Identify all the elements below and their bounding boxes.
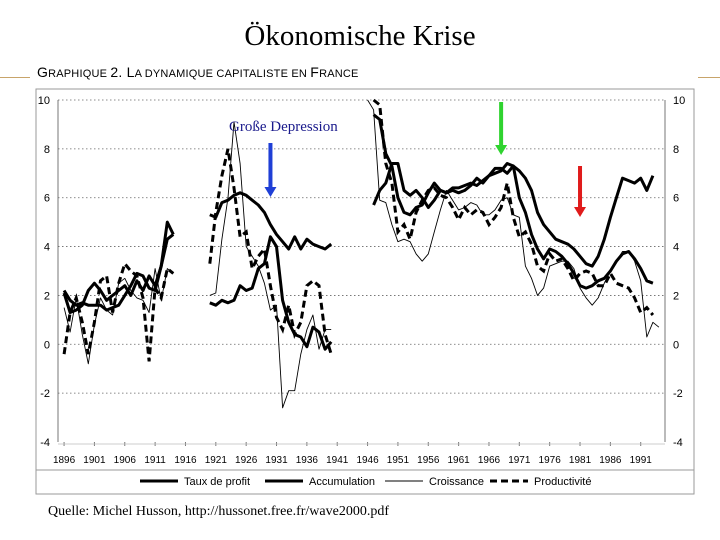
y-tick-label-left: 10 — [38, 95, 50, 107]
decorative-line-right — [698, 77, 720, 78]
legend-label: Productivité — [534, 476, 591, 488]
arrow-green — [495, 102, 508, 155]
y-tick-label-right: 2 — [673, 290, 679, 302]
y-tick-label-right: -2 — [673, 388, 683, 400]
y-tick-label-left: 4 — [44, 242, 50, 254]
series-line-productivit — [208, 148, 333, 355]
x-tick-label: 1896 — [53, 455, 76, 466]
y-tick-label-right: -4 — [673, 437, 683, 449]
legend-item-accumulation: Accumulation — [265, 476, 375, 488]
x-tick-label: 1986 — [599, 455, 622, 466]
series-line-accumulation — [372, 113, 654, 290]
x-tick-label: 1911 — [144, 455, 166, 466]
legend-label: Taux de profit — [184, 476, 250, 488]
decorative-line-left — [0, 77, 30, 78]
x-tick-label: 1941 — [326, 455, 349, 466]
x-tick-label: 1961 — [447, 455, 470, 466]
arrow-head — [495, 145, 508, 155]
x-tick-label: 1966 — [478, 455, 501, 466]
x-tick-label: 1951 — [387, 455, 410, 466]
chart-title-part: F — [310, 64, 320, 80]
chart-title-part: G — [37, 64, 49, 80]
source-citation: Quelle: Michel Husson, http://hussonet.f… — [48, 504, 389, 519]
series-line-croissance — [367, 99, 660, 338]
chart-title-part: RAPHIQUE — [48, 68, 111, 80]
chart-title-part: 2. L — [110, 64, 135, 80]
y-tick-label-right: 8 — [673, 144, 679, 156]
legend-label: Accumulation — [309, 476, 375, 488]
arrow-head — [264, 187, 277, 197]
y-tick-label-right: 6 — [673, 193, 679, 205]
x-tick-label: 1956 — [417, 455, 440, 466]
legend-label: Croissance — [429, 476, 484, 488]
series-line-taux-de-profit — [209, 191, 333, 251]
x-tick-label: 1946 — [356, 455, 379, 466]
legend-item-taux-de-profit: Taux de profit — [140, 476, 250, 488]
x-tick-label: 1991 — [630, 455, 653, 466]
x-tick-label: 1976 — [539, 455, 562, 466]
series-line-productivit — [62, 260, 175, 362]
x-tick-label: 1906 — [114, 455, 137, 466]
y-tick-label-right: 4 — [673, 242, 679, 254]
arrow-red — [574, 166, 587, 217]
series-line-accumulation — [209, 235, 333, 351]
y-tick-label-left: 2 — [44, 290, 50, 302]
chart-border — [35, 88, 695, 495]
x-tick-label: 1981 — [569, 455, 592, 466]
series-line-taux-de-profit — [62, 220, 175, 314]
arrow-head — [574, 207, 587, 217]
y-tick-label-left: -2 — [40, 388, 50, 400]
chart-title-part: A DYNAMIQUE CAPITALISTE EN — [134, 68, 311, 80]
series-line-croissance — [209, 121, 332, 409]
legend-item-productivit: Productivité — [490, 476, 591, 488]
x-tick-label: 1936 — [296, 455, 319, 466]
series-line-accumulation — [62, 233, 175, 312]
y-tick-label-left: 6 — [44, 193, 50, 205]
y-tick-label-right: 0 — [673, 339, 679, 351]
y-tick-label-left: -4 — [40, 437, 50, 449]
annotation-depression-label: Große Depression — [229, 119, 338, 135]
x-tick-label: 1901 — [83, 455, 106, 466]
legend-item-croissance: Croissance — [385, 476, 484, 488]
y-tick-label-left: 8 — [44, 144, 50, 156]
x-tick-label: 1971 — [508, 455, 531, 466]
series-line-productivit — [372, 98, 655, 316]
y-tick-label-left: 0 — [44, 339, 50, 351]
x-tick-label: 1926 — [235, 455, 258, 466]
arrow-blue — [264, 143, 277, 197]
x-tick-label: 1916 — [174, 455, 197, 466]
y-tick-label-right: 10 — [673, 95, 685, 107]
chart-title-part: RANCE — [319, 68, 359, 80]
chart-title: GRAPHIQUE 2. LA DYNAMIQUE CAPITALISTE EN… — [37, 64, 359, 80]
x-tick-label: 1921 — [205, 455, 228, 466]
slide-title: Ökonomische Krise — [244, 20, 476, 52]
x-tick-label: 1931 — [265, 455, 288, 466]
